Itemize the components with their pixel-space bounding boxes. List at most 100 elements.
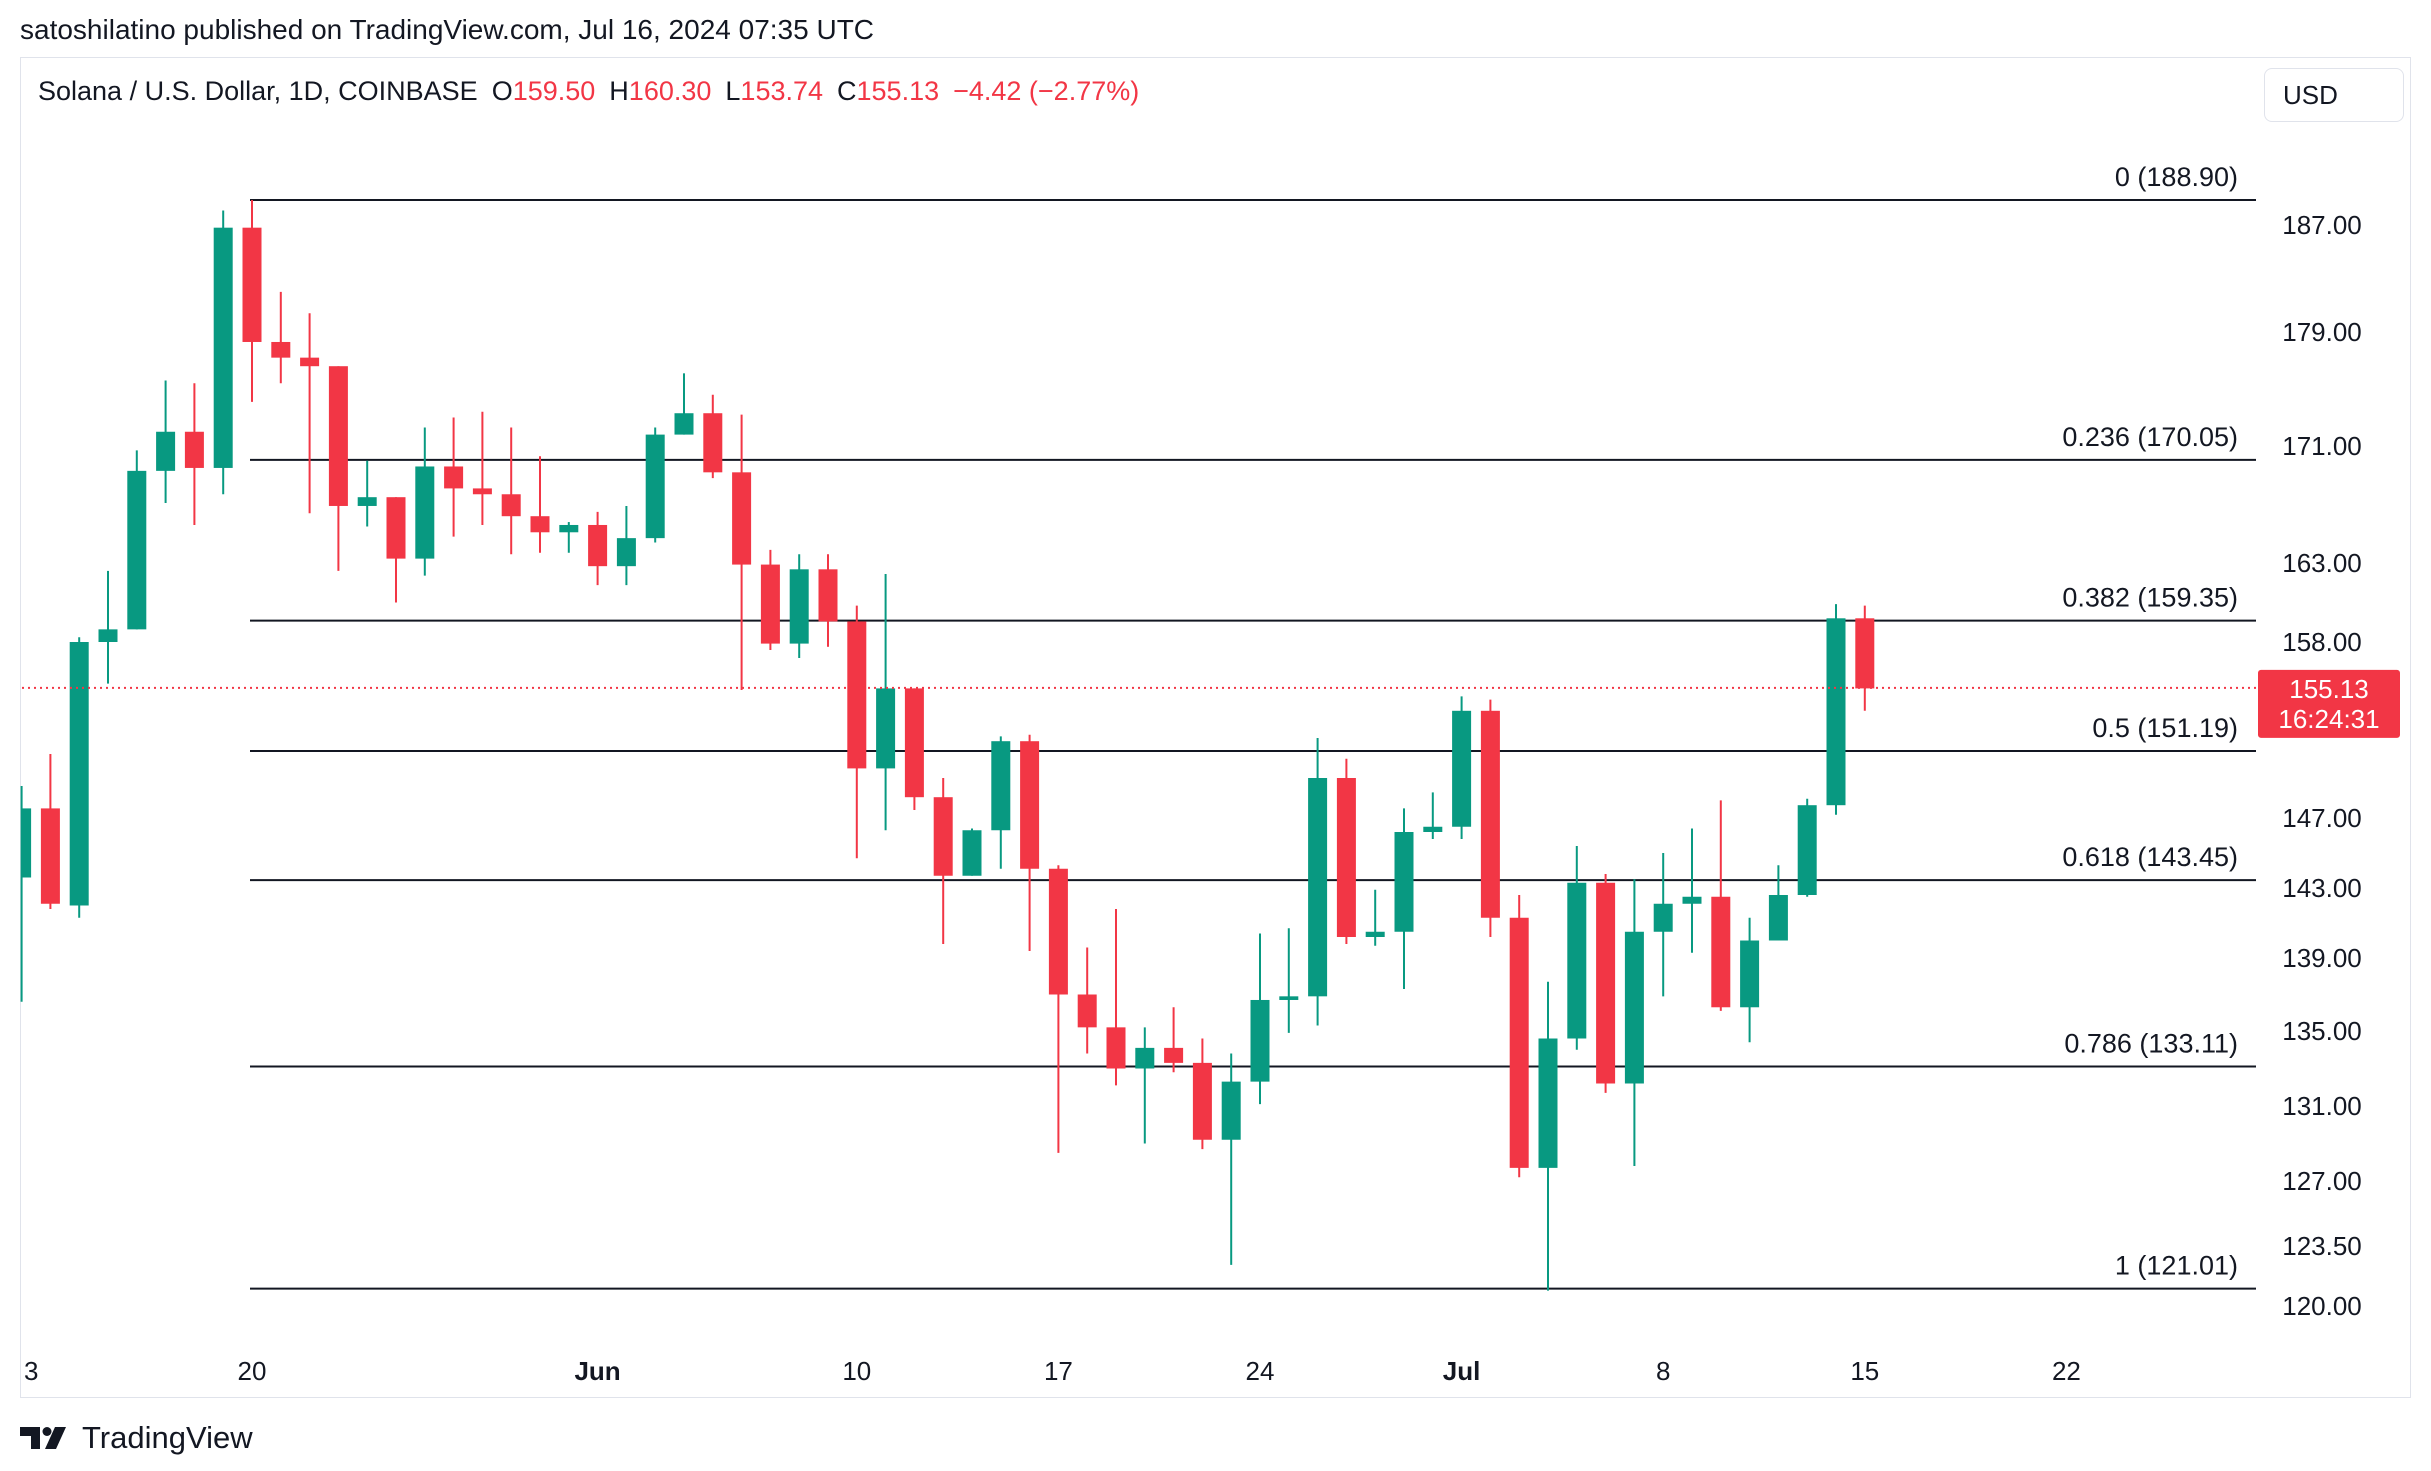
brand-name: TradingView — [82, 1420, 253, 1455]
candle-body — [40, 808, 60, 904]
fib-level-label-4: 0.618 (143.45) — [2062, 842, 2238, 872]
candle[interactable] — [1567, 846, 1587, 1050]
price-badge-price: 155.13 — [2289, 674, 2369, 704]
low-label: L — [725, 76, 741, 106]
candle[interactable] — [1711, 800, 1731, 1011]
candle[interactable] — [1768, 865, 1788, 941]
candle[interactable] — [789, 554, 809, 658]
candle[interactable] — [1048, 865, 1068, 1153]
tradingview-logo[interactable]: TradingView — [20, 1418, 253, 1458]
candle[interactable] — [300, 313, 320, 514]
candle[interactable] — [732, 414, 752, 690]
candle[interactable] — [444, 417, 464, 537]
publisher-credit: satoshilatino published on TradingView.c… — [20, 14, 875, 45]
candle[interactable] — [1682, 828, 1702, 953]
high-label: H — [609, 76, 629, 106]
candle[interactable] — [1365, 889, 1385, 946]
candle[interactable] — [1336, 758, 1356, 944]
candle[interactable] — [760, 549, 780, 650]
price-badge-countdown: 16:24:31 — [2278, 704, 2379, 734]
candle[interactable] — [1538, 981, 1558, 1291]
candle[interactable] — [616, 505, 636, 586]
symbol-name[interactable]: Solana / U.S. Dollar, 1D, COINBASE — [38, 76, 478, 106]
candle[interactable] — [127, 450, 147, 630]
candle[interactable] — [40, 754, 60, 909]
candle-body — [1797, 805, 1817, 895]
price-badge-background — [2258, 669, 2400, 738]
candle[interactable] — [1452, 696, 1472, 839]
candle[interactable] — [472, 411, 492, 525]
time-axis-label: 8 — [1656, 1356, 1670, 1386]
fib-level-label-5: 0.786 (133.11) — [2064, 1028, 2238, 1058]
candle[interactable] — [588, 511, 608, 586]
candle[interactable] — [1394, 808, 1414, 990]
candle-body — [1048, 868, 1068, 995]
candle-body — [1135, 1047, 1155, 1069]
candle-body — [1509, 917, 1529, 1168]
chart-frame[interactable] — [20, 57, 2411, 1398]
candle[interactable] — [501, 427, 521, 555]
candle[interactable] — [1596, 874, 1616, 1093]
candle[interactable] — [20, 786, 32, 1002]
close-value: 155.13 — [856, 76, 940, 106]
candle[interactable] — [904, 688, 924, 810]
candle[interactable] — [184, 383, 204, 525]
price-axis-label: 171.00 — [2282, 431, 2362, 461]
candle[interactable] — [328, 366, 348, 571]
candle[interactable] — [645, 427, 665, 543]
candle-body — [933, 797, 953, 876]
candle-body — [616, 538, 636, 567]
candle-body — [789, 569, 809, 644]
candle-body — [1596, 882, 1616, 1084]
candle[interactable] — [213, 210, 233, 495]
candle[interactable] — [991, 736, 1011, 869]
candle[interactable] — [1164, 1007, 1184, 1073]
candle-body — [22, 808, 32, 878]
symbol-legend: Solana / U.S. Dollar, 1D, COINBASE O159.5… — [38, 76, 1139, 107]
candle[interactable] — [1279, 928, 1299, 1033]
time-axis-label: 17 — [1044, 1356, 1073, 1386]
candle[interactable] — [156, 380, 176, 504]
candle-body — [1394, 832, 1414, 932]
candle[interactable] — [933, 778, 953, 944]
candle[interactable] — [1423, 792, 1443, 839]
candle-body — [444, 466, 464, 489]
candle[interactable] — [1250, 933, 1270, 1105]
candle[interactable] — [1855, 605, 1875, 711]
candle[interactable] — [1308, 738, 1328, 1026]
candle-body — [1826, 618, 1846, 806]
candle[interactable] — [1480, 699, 1500, 937]
candle[interactable] — [530, 456, 550, 553]
candle[interactable] — [674, 373, 694, 435]
candle[interactable] — [1826, 604, 1846, 815]
candle[interactable] — [1509, 895, 1529, 1178]
candle[interactable] — [69, 637, 89, 918]
candle[interactable] — [559, 522, 579, 553]
candle[interactable] — [386, 497, 406, 603]
candle[interactable] — [1135, 1027, 1155, 1144]
change-value: −4.42 (−2.77%) — [953, 76, 1140, 106]
candle-body — [501, 494, 521, 517]
candle[interactable] — [1797, 798, 1817, 897]
candle[interactable] — [242, 200, 262, 402]
candle[interactable] — [1624, 879, 1644, 1166]
candle[interactable] — [962, 828, 982, 876]
candle[interactable] — [98, 570, 118, 684]
low-value: 153.74 — [740, 76, 824, 106]
candle[interactable] — [847, 605, 867, 859]
candle[interactable] — [415, 427, 435, 576]
candle[interactable] — [1106, 909, 1126, 1086]
candle[interactable] — [703, 394, 723, 479]
candle[interactable] — [818, 554, 838, 647]
candle[interactable] — [1653, 853, 1673, 997]
candle[interactable] — [1221, 1053, 1241, 1265]
candle[interactable] — [1740, 917, 1760, 1043]
currency-button[interactable]: USD — [2264, 68, 2404, 122]
candle[interactable] — [876, 574, 896, 831]
candle[interactable] — [271, 291, 291, 384]
candle[interactable] — [357, 460, 377, 527]
candle[interactable] — [1077, 947, 1097, 1054]
candle[interactable] — [1020, 734, 1040, 951]
candle[interactable] — [1192, 1038, 1212, 1150]
